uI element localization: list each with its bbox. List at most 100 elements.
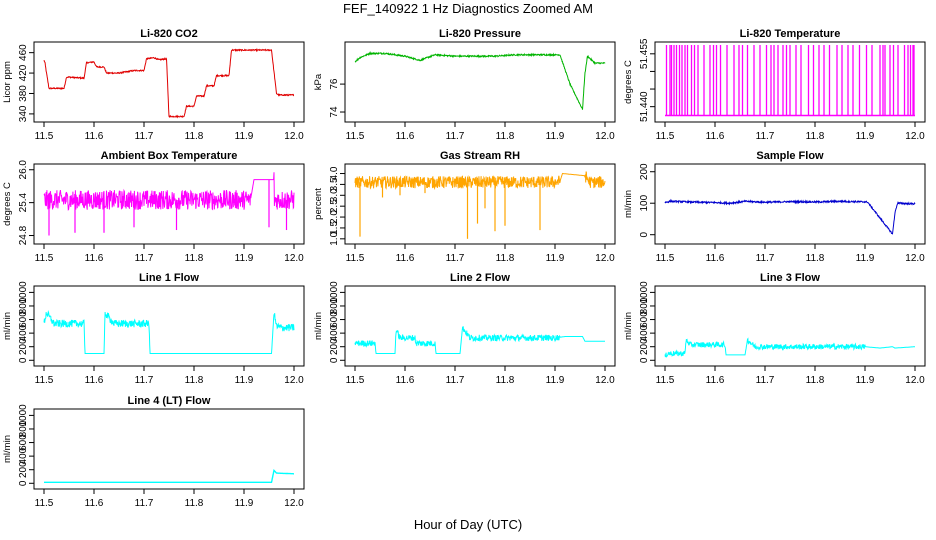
x-tick-label: 11.7 bbox=[756, 253, 775, 264]
x-tick-label: 11.6 bbox=[85, 375, 104, 386]
y-tick-label: 1000 bbox=[18, 281, 29, 304]
x-tick-label: 11.5 bbox=[35, 498, 54, 509]
x-tick-label: 11.6 bbox=[706, 375, 725, 386]
x-tick-label: 11.6 bbox=[85, 131, 104, 142]
x-tick-label: 11.5 bbox=[656, 375, 675, 386]
y-axis-label: ml/min bbox=[313, 312, 324, 340]
series-line bbox=[43, 172, 295, 211]
panel-7: Line 1 Flow 11.5 11.6 11.7 11.8 11.9 12.0 0 2004… bbox=[2, 272, 305, 386]
y-tick-label: 24.8 bbox=[18, 225, 29, 245]
y-tick-label: 800 bbox=[18, 420, 29, 437]
x-tick-label: 11.6 bbox=[706, 131, 725, 142]
y-tick-label: 800 bbox=[639, 297, 650, 314]
x-tick-label: 11.8 bbox=[185, 131, 204, 142]
panel-title: Line 4 (LT) Flow bbox=[128, 395, 211, 407]
y-tick-label: 380 bbox=[18, 85, 29, 102]
y-tick-label: 340 bbox=[18, 105, 29, 122]
series-line bbox=[44, 469, 294, 483]
x-tick-label: 11.6 bbox=[85, 253, 104, 264]
x-tick-label: 11.6 bbox=[396, 375, 415, 386]
y-axis-label: degrees C bbox=[2, 182, 13, 226]
panel-8: Line 2 Flow 11.5 11.6 11.7 11.8 11.9 12.0 0 2004… bbox=[313, 272, 616, 386]
x-tick-label: 12.0 bbox=[284, 375, 304, 386]
panel-9: Line 3 Flow 11.5 11.6 11.7 11.8 11.9 12.0 0 2004… bbox=[623, 272, 926, 386]
y-axis-label: ml/min bbox=[2, 312, 13, 340]
y-tick-label: 1000 bbox=[639, 281, 650, 304]
panel-title: Line 2 Flow bbox=[450, 272, 510, 284]
y-axis-label: ml/min bbox=[2, 435, 13, 463]
x-tick-label: 12.0 bbox=[595, 253, 615, 264]
y-tick-label: 400 bbox=[18, 324, 29, 341]
plot-frame bbox=[33, 163, 305, 245]
x-tick-label: 11.9 bbox=[546, 131, 565, 142]
y-tick-label: 200 bbox=[639, 338, 650, 355]
y-axis-label: degrees C bbox=[623, 60, 634, 104]
series-line bbox=[43, 47, 295, 119]
y-tick-label: 1.5 bbox=[329, 221, 340, 235]
panel-10: Line 4 (LT) Flow 11.5 11.6 11.7 11.8 11.9 12.0… bbox=[2, 395, 305, 509]
x-tick-label: 11.7 bbox=[135, 498, 154, 509]
panel-title: Ambient Box Temperature bbox=[101, 150, 238, 162]
x-tick-label: 12.0 bbox=[905, 253, 925, 264]
x-tick-label: 11.5 bbox=[656, 253, 675, 264]
x-tick-label: 11.8 bbox=[496, 131, 515, 142]
x-tick-label: 11.8 bbox=[806, 131, 825, 142]
y-axis-label: kPa bbox=[313, 73, 324, 90]
x-tick-label: 11.8 bbox=[185, 375, 204, 386]
plot-frame bbox=[33, 285, 305, 367]
plot-frame bbox=[344, 285, 616, 367]
y-tick-label: 100 bbox=[639, 194, 650, 211]
y-tick-label: 51.455 bbox=[639, 38, 650, 69]
y-axis-label: ml/min bbox=[623, 312, 634, 340]
y-tick-label: 4.0 bbox=[329, 166, 340, 180]
y-tick-label: 1000 bbox=[18, 404, 29, 427]
y-tick-label: 0 bbox=[639, 231, 650, 237]
panel-title: Sample Flow bbox=[756, 150, 824, 162]
x-tick-label: 11.7 bbox=[446, 253, 465, 264]
x-tick-label: 11.8 bbox=[496, 253, 515, 264]
plot-frame bbox=[33, 408, 305, 490]
x-tick-label: 11.8 bbox=[496, 375, 515, 386]
y-tick-label: 600 bbox=[639, 311, 650, 328]
y-tick-label: 0 bbox=[639, 357, 650, 363]
plot-frame bbox=[33, 41, 305, 123]
x-tick-label: 11.7 bbox=[446, 375, 465, 386]
y-tick-label: 200 bbox=[18, 461, 29, 478]
x-tick-label: 12.0 bbox=[284, 131, 304, 142]
x-tick-label: 11.9 bbox=[235, 131, 254, 142]
y-tick-label: 0 bbox=[329, 357, 340, 363]
x-tick-label: 12.0 bbox=[905, 131, 925, 142]
x-tick-label: 11.9 bbox=[546, 375, 565, 386]
panel-1: Li-820 CO2 11.5 11.6 11.7 11.8 11.9 12.0 340 380… bbox=[2, 28, 305, 142]
series-line bbox=[664, 198, 916, 235]
panel-6: Sample Flow 11.5 11.6 11.7 11.8 11.9 12.0 0 100 2… bbox=[623, 150, 926, 264]
series-line bbox=[664, 337, 915, 358]
x-tick-label: 11.5 bbox=[346, 131, 365, 142]
x-tick-label: 11.8 bbox=[806, 253, 825, 264]
x-tick-label: 11.5 bbox=[656, 131, 675, 142]
y-tick-label: 1.0 bbox=[329, 231, 340, 245]
x-tick-label: 11.7 bbox=[756, 131, 775, 142]
y-tick-label: 400 bbox=[329, 324, 340, 341]
y-tick-label: 2.0 bbox=[329, 210, 340, 224]
panel-title: Line 1 Flow bbox=[139, 272, 199, 284]
x-tick-label: 11.5 bbox=[35, 375, 54, 386]
panel-title: Li-820 CO2 bbox=[140, 28, 197, 40]
plot-frame bbox=[654, 163, 926, 245]
panel-title: Li-820 Temperature bbox=[740, 28, 841, 40]
y-tick-label: 2.5 bbox=[329, 199, 340, 213]
y-tick-label: 74 bbox=[329, 106, 340, 118]
y-tick-label: 3.5 bbox=[329, 177, 340, 191]
panel-title: Li-820 Pressure bbox=[439, 28, 521, 40]
panel-4: Ambient Box Temperature 11.5 11.6 11.7 11.8 1… bbox=[2, 150, 305, 264]
panel-5: Gas Stream RH 11.5 11.6 11.7 11.8 11.9 12.0 1.0… bbox=[313, 150, 616, 264]
y-tick-label: 400 bbox=[18, 447, 29, 464]
y-tick-label: 600 bbox=[329, 311, 340, 328]
plot-frame bbox=[654, 41, 926, 123]
series-line bbox=[354, 50, 606, 110]
x-tick-label: 11.9 bbox=[546, 253, 565, 264]
plot-frame bbox=[654, 285, 926, 367]
x-tick-label: 11.5 bbox=[35, 253, 54, 264]
y-tick-label: 0 bbox=[18, 357, 29, 363]
